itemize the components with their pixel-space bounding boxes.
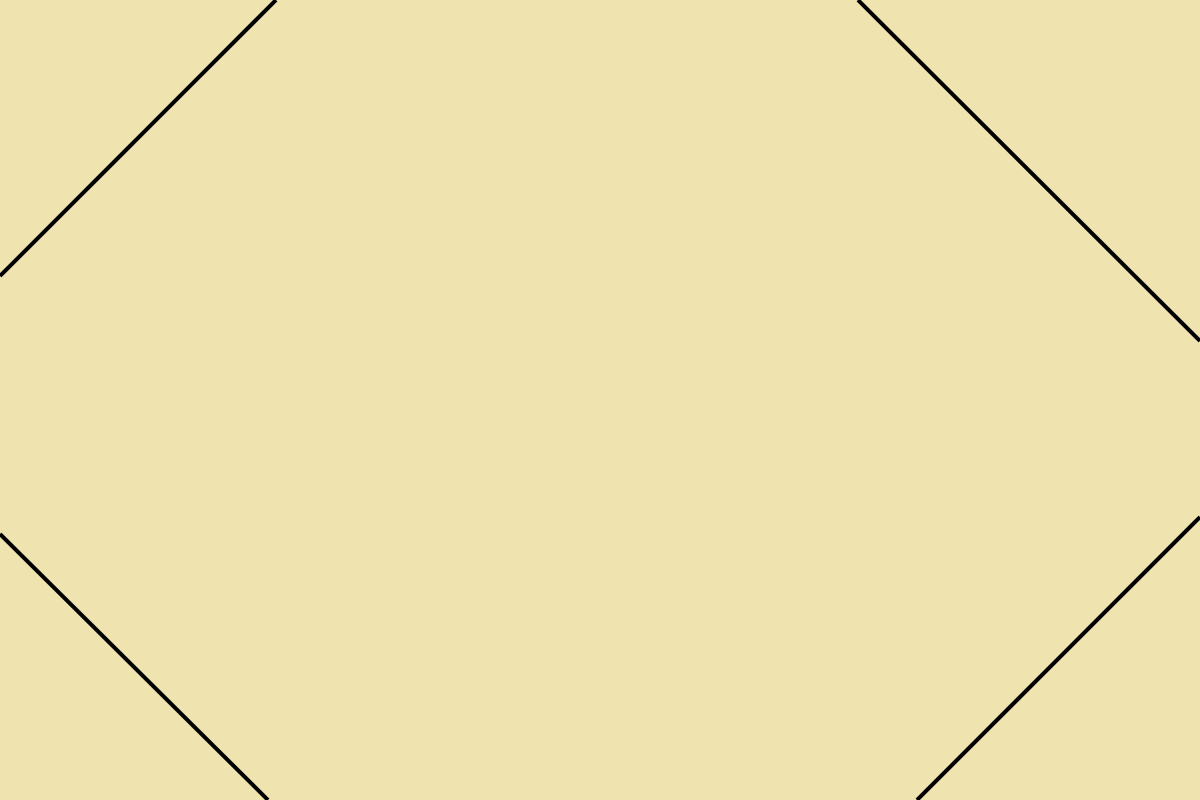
diagonal-line-top-left (0, 0, 278, 278)
diagonal-line-top-right (856, 0, 1200, 343)
diagonal-line-bottom-left (0, 532, 270, 800)
diagonal-line-bottom-right (915, 515, 1200, 800)
